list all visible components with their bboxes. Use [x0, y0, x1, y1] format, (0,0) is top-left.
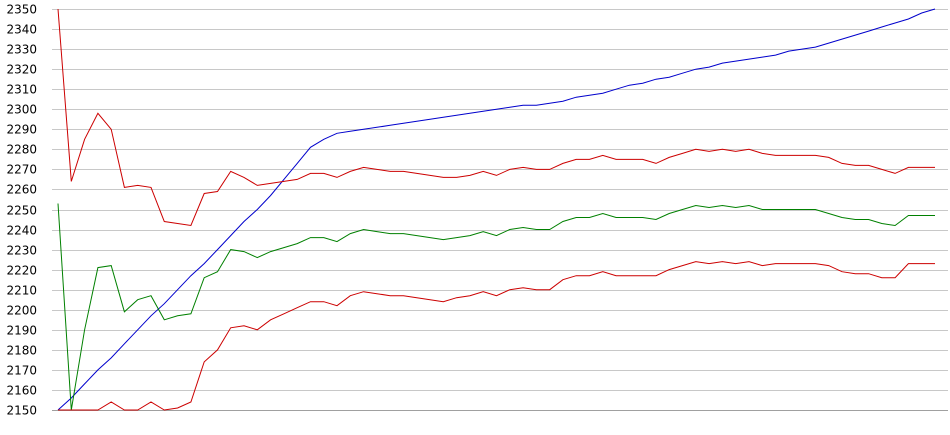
y-tick-label: 2170 [6, 364, 37, 378]
y-tick-label: 2300 [6, 103, 37, 117]
series-line-3 [57, 203, 935, 411]
y-tick-label: 2280 [6, 143, 37, 157]
y-tick-label: 2250 [6, 204, 37, 218]
y-tick-label: 2330 [6, 43, 37, 57]
y-tick-label: 2240 [6, 224, 37, 238]
y-tick-label: 2220 [6, 264, 37, 278]
y-tick-label: 2350 [6, 3, 37, 17]
y-tick-label: 2210 [6, 284, 37, 298]
y-tick-label: 2190 [6, 324, 37, 338]
y-tick-label: 2200 [6, 304, 37, 318]
y-axis-tick-labels: 2150 2160 2170 2180 2190 2200 2210 2220 2230 2240… [6, 3, 37, 418]
y-tick-label: 2290 [6, 123, 37, 137]
series-lines [57, 8, 936, 411]
series-line-1 [57, 8, 936, 411]
y-tick-label: 2180 [6, 344, 37, 358]
series-line-2 [57, 8, 935, 227]
series-line-4 [58, 261, 935, 411]
y-tick-label: 2260 [6, 183, 37, 197]
y-tick-label: 2230 [6, 244, 37, 258]
y-tick-label: 2340 [6, 23, 37, 37]
y-tick-label: 2310 [6, 83, 37, 97]
y-tick-label: 2160 [6, 384, 37, 398]
y-tick-label: 2320 [6, 63, 37, 77]
y-tick-label: 2150 [6, 404, 37, 418]
grid-lines [52, 9, 948, 411]
y-tick-label: 2270 [6, 163, 37, 177]
